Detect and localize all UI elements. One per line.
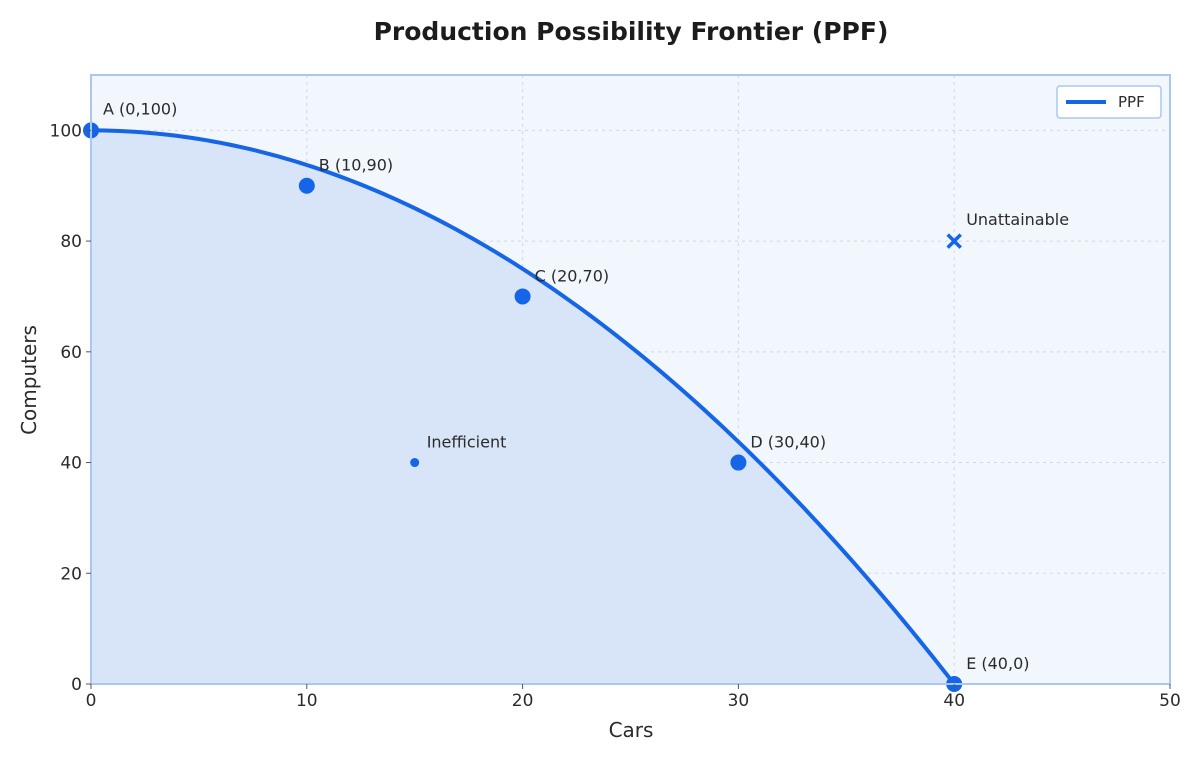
point-e-40-0-label: E (40,0) xyxy=(966,654,1029,673)
point-c-20-70-label: C (20,70) xyxy=(535,266,610,285)
y-tick-label: 100 xyxy=(50,121,82,141)
y-tick-label: 80 xyxy=(60,232,82,252)
y-tick-label: 20 xyxy=(60,564,82,584)
point-b-10-90-marker xyxy=(298,177,315,194)
x-tick-label: 10 xyxy=(296,691,318,711)
y-tick-label: 0 xyxy=(71,675,82,695)
legend-box xyxy=(1056,85,1162,119)
legend: PPF xyxy=(1056,85,1162,119)
x-tick-label: 40 xyxy=(943,691,965,711)
points-layer: A (0,100) B (10,90) C (20,70) D (30,40) E (4… xyxy=(83,99,1069,692)
x-tick-label: 20 xyxy=(512,691,534,711)
y-axis-ticks: 0 20 40 60 80 100 xyxy=(50,121,91,695)
x-tick-label: 50 xyxy=(1159,691,1181,711)
x-axis-label: Cars xyxy=(609,718,654,742)
point-d-30-40-marker xyxy=(730,454,747,471)
x-axis-ticks: 0 10 20 30 40 50 xyxy=(86,684,1181,711)
point-a-0-100-label: A (0,100) xyxy=(103,99,177,118)
ppf-feasible-area xyxy=(91,130,955,685)
x-tick-label: 0 xyxy=(86,691,97,711)
plot-frame xyxy=(90,74,1171,685)
y-tick-label: 60 xyxy=(60,343,82,363)
ppf-line xyxy=(90,128,956,686)
point-inefficient-label: Inefficient xyxy=(427,433,507,452)
point-unattainable-marker xyxy=(946,233,962,249)
chart-title: Production Possibility Frontier (PPF) xyxy=(374,17,889,46)
point-unattainable-label: Unattainable xyxy=(966,210,1069,229)
point-b-10-90-label: B (10,90) xyxy=(319,156,393,175)
point-inefficient-marker xyxy=(410,458,420,468)
y-axis-label: Computers xyxy=(17,325,41,435)
point-d-30-40-label: D (30,40) xyxy=(750,433,826,452)
legend-label-ppf: PPF xyxy=(1118,93,1145,111)
point-c-20-70-marker xyxy=(514,288,531,305)
y-tick-label: 40 xyxy=(60,454,82,474)
marker-x-stroke xyxy=(946,233,962,249)
x-tick-label: 30 xyxy=(728,691,750,711)
